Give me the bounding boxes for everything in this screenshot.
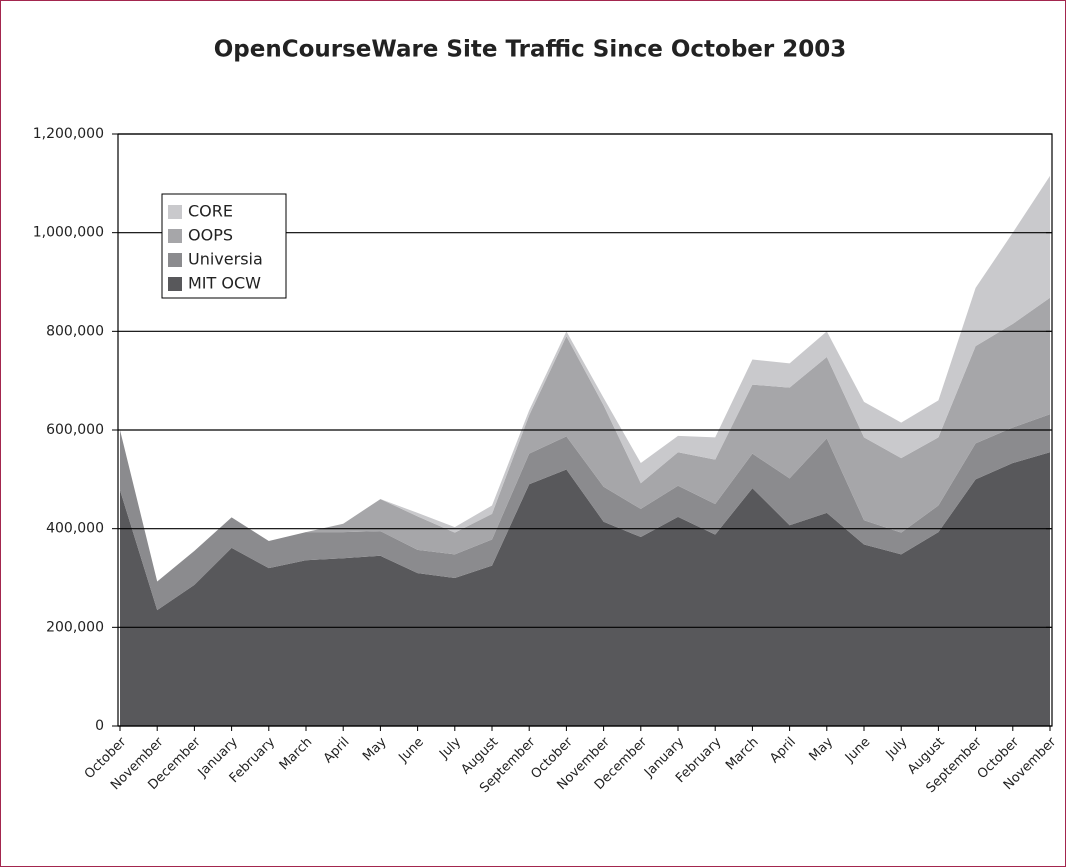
y-tick-label: 800,000 <box>46 323 104 339</box>
legend-label: MIT OCW <box>188 274 261 293</box>
areas <box>120 175 1050 726</box>
legend-swatch <box>168 205 182 219</box>
x-tick-label: June <box>396 735 427 766</box>
x-tick-label: May <box>806 734 836 764</box>
legend-box <box>161 193 287 299</box>
area <box>120 297 1050 582</box>
y-tick-label: 1,200,000 <box>33 126 104 142</box>
x-tick-label: April <box>767 735 799 767</box>
x-tick-label: May <box>360 734 390 764</box>
legend-swatch <box>168 277 182 291</box>
x-tick-label: March <box>723 735 762 774</box>
x-tick-label: July <box>883 734 911 762</box>
legend-swatch <box>168 229 182 243</box>
chart-title: OpenCourseWare Site Traffic Since Octobe… <box>214 37 847 63</box>
x-tick-label: April <box>321 735 353 767</box>
y-tick-label: 600,000 <box>46 422 104 438</box>
plot-frame <box>117 133 1053 727</box>
x-tick-label: March <box>277 735 316 774</box>
y-tick-label: 0 <box>95 718 104 734</box>
x-tick-label: July <box>436 734 464 762</box>
legend-swatch <box>168 253 182 267</box>
x-tick-label: June <box>842 735 873 766</box>
y-tick-label: 400,000 <box>46 521 104 537</box>
legend: CORE OOPS Universia MIT OCW <box>161 193 287 299</box>
legend-label: OOPS <box>188 226 233 245</box>
area <box>120 414 1050 611</box>
area <box>120 452 1050 726</box>
legend-label: Universia <box>188 250 263 269</box>
legend-label: CORE <box>188 202 233 221</box>
y-tick-label: 200,000 <box>46 619 104 635</box>
y-tick-label: 1,000,000 <box>33 225 104 241</box>
